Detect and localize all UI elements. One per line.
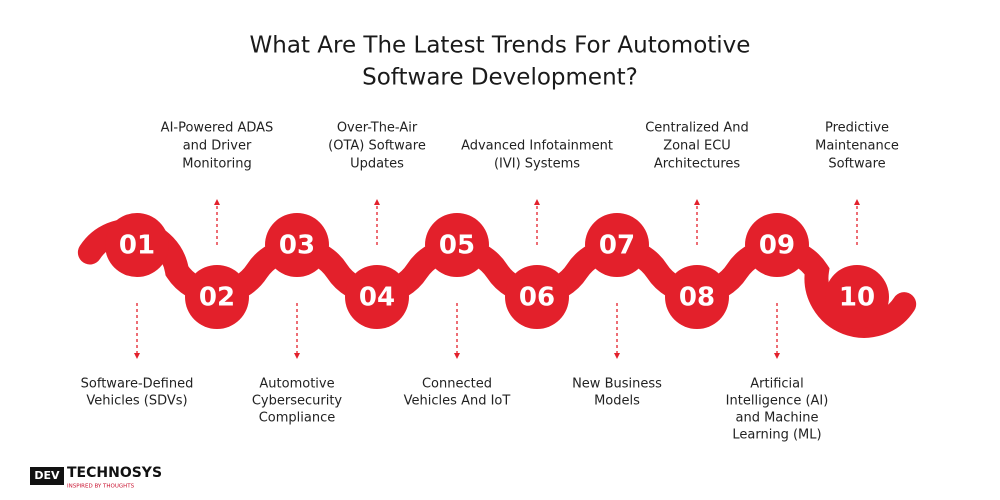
step-label: Over-The-Air — [337, 121, 418, 136]
title: What Are The Latest Trends For Automotiv… — [250, 33, 751, 59]
arrow-head — [774, 353, 780, 359]
step-number: 05 — [439, 231, 475, 261]
arrow-head — [534, 199, 540, 205]
logo-mark: DEV — [34, 469, 60, 482]
step: 04 Over-The-Air (OTA) Software Updates — [328, 121, 426, 329]
step-label: Learning (ML) — [732, 428, 821, 443]
step: 06 Advanced Infotainment (IVI) Systems — [461, 139, 613, 329]
step-number: 04 — [359, 283, 395, 313]
step-label: Updates — [350, 157, 404, 172]
step-number: 09 — [759, 231, 795, 261]
arrow-head — [214, 199, 220, 205]
logo-tagline: INSPIRED BY THOUGHTS — [67, 484, 135, 490]
step-label: Artificial — [750, 377, 803, 392]
step-circle — [665, 265, 729, 329]
step: 08 Centralized And Zonal ECU Architectures — [645, 121, 749, 329]
step-label: and Machine — [735, 411, 818, 426]
arrow-head — [134, 353, 140, 359]
arrow-head — [454, 353, 460, 359]
step-label: Vehicles And IoT — [404, 394, 511, 409]
title: Software Development? — [362, 65, 638, 91]
step-circle — [585, 213, 649, 277]
step: 05 Connected Vehicles And IoT — [404, 213, 511, 409]
step: 09 Artificial Intelligence (AI) and Machine… — [726, 213, 829, 443]
step-circle — [825, 265, 889, 329]
step-circle — [745, 213, 809, 277]
step-circle — [505, 265, 569, 329]
step-label: Monitoring — [182, 157, 252, 172]
step-label: Advanced Infotainment — [461, 139, 613, 154]
step-label: and Driver — [183, 139, 252, 154]
step-label: New Business — [572, 377, 662, 392]
step-label: AI-Powered ADAS — [161, 121, 274, 136]
step: 03 Automotive Cybersecurity Compliance — [252, 213, 343, 426]
arrow-head — [614, 353, 620, 359]
step-number: 01 — [119, 231, 155, 261]
step-label: Centralized And — [645, 121, 749, 136]
step-circle — [185, 265, 249, 329]
step-label: Zonal ECU — [663, 139, 731, 154]
step-label: Intelligence (AI) — [726, 394, 829, 409]
step-number: 03 — [279, 231, 315, 261]
step-label: Software-Defined — [81, 377, 194, 392]
step-circle — [265, 213, 329, 277]
step-label: Maintenance — [815, 139, 899, 154]
logo-name: TECHNOSYS — [67, 465, 162, 481]
step-number: 07 — [599, 231, 635, 261]
step-number: 08 — [679, 283, 715, 313]
step-label: Vehicles (SDVs) — [86, 394, 187, 409]
step-label: Connected — [422, 377, 492, 392]
step-label: Cybersecurity — [252, 394, 343, 409]
step-circle — [105, 213, 169, 277]
step-number: 10 — [839, 283, 875, 313]
step-number: 02 — [199, 283, 235, 313]
step-label: Architectures — [654, 157, 741, 172]
logo: DEV TECHNOSYS INSPIRED BY THOUGHTS — [30, 465, 162, 490]
step-number: 06 — [519, 283, 555, 313]
arrow-head — [374, 199, 380, 205]
step-label: Models — [594, 394, 640, 409]
step-label: Compliance — [259, 411, 336, 426]
arrow-head — [694, 199, 700, 205]
step-circle — [345, 265, 409, 329]
logo-mark-bg — [30, 467, 64, 485]
arrow-head — [294, 353, 300, 359]
step-label: Automotive — [259, 377, 334, 392]
step-label: (IVI) Systems — [494, 157, 580, 172]
step: 10 Predictive Maintenance Software — [815, 121, 899, 329]
step: 02 AI-Powered ADAS and Driver Monitoring — [161, 121, 274, 329]
step-label: Predictive — [825, 121, 889, 136]
arrow-head — [854, 199, 860, 205]
step-circle — [425, 213, 489, 277]
step: 01 Software-Defined Vehicles (SDVs) — [81, 213, 194, 409]
step-label: (OTA) Software — [328, 139, 426, 154]
step-label: Software — [828, 157, 885, 172]
step: 07 New Business Models — [572, 213, 662, 409]
